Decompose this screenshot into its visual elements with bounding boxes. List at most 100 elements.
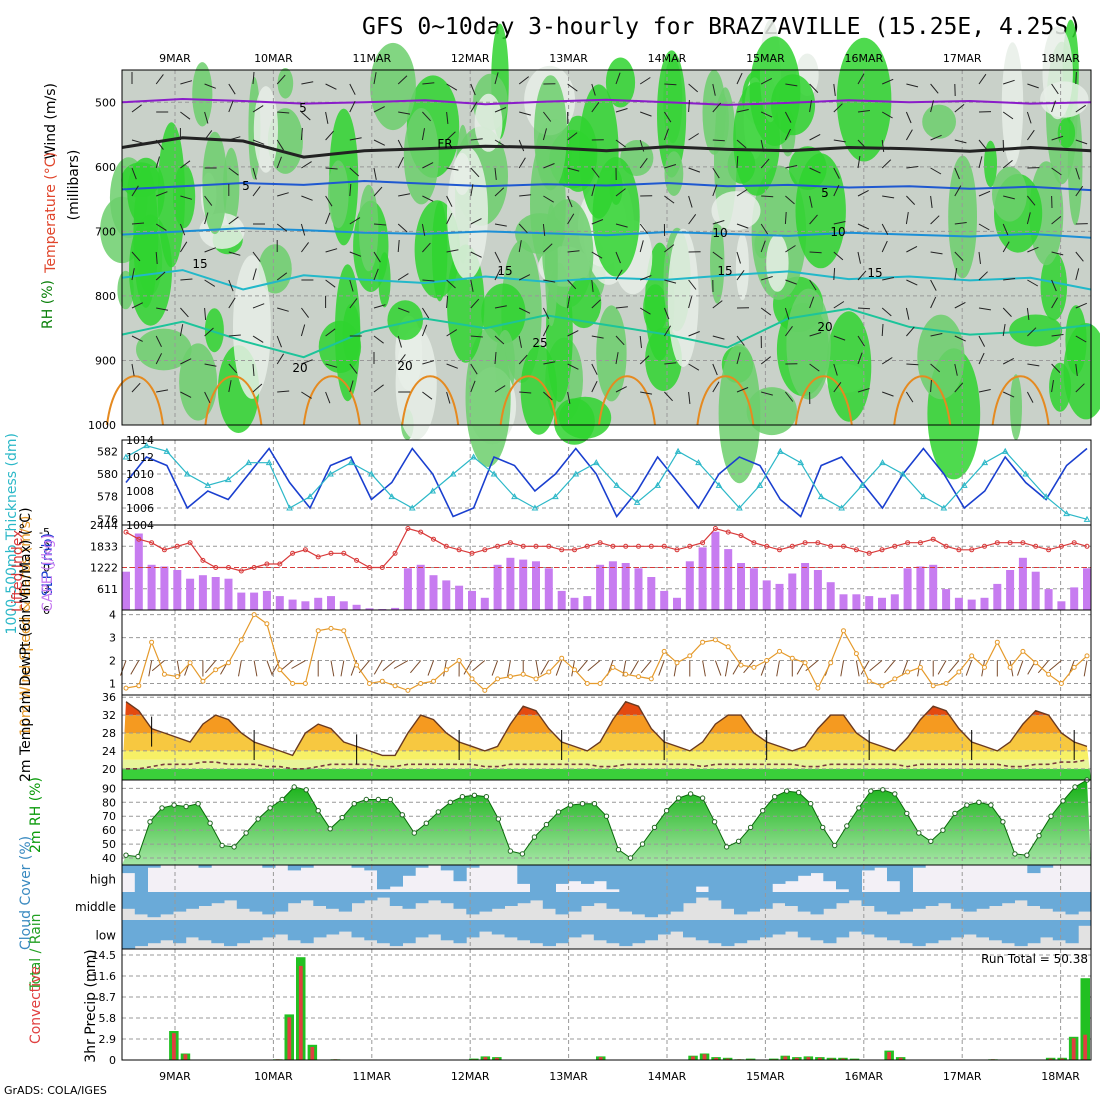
- rh-blob: [534, 75, 567, 191]
- wind-barb: [252, 303, 265, 309]
- wind-barb: [833, 184, 840, 197]
- rh-point: [772, 794, 778, 800]
- wind-barb: [882, 391, 894, 397]
- date-tick-label: 16MAR: [844, 52, 883, 65]
- cloud-cell: [759, 865, 773, 892]
- wind-barb: [397, 139, 405, 151]
- precip-conv-bar: [310, 1047, 315, 1060]
- temp-band: [122, 759, 1091, 769]
- cloud-cell: [198, 865, 212, 868]
- cloud-cell: [593, 920, 607, 941]
- wind-barb: [760, 240, 766, 253]
- wind-point: [623, 671, 629, 677]
- rh-point: [603, 813, 610, 819]
- thickness-point: [306, 493, 314, 500]
- date-tick-label: 13MAR: [549, 1070, 588, 1083]
- wind-barb: [291, 660, 306, 669]
- wind-barb: [519, 194, 532, 197]
- pressure-axis-ticks: 500 600 700 800 900 1000: [88, 96, 116, 432]
- date-tick-label: 17MAR: [943, 1070, 982, 1083]
- wind-barb: [840, 660, 845, 677]
- wind-barb: [543, 195, 554, 203]
- cloud-cell: [275, 892, 289, 912]
- cloud-cell: [275, 920, 289, 935]
- wind-barb: [881, 139, 885, 152]
- li-point: [764, 543, 770, 549]
- wind-barb: [784, 326, 793, 337]
- li-point: [213, 565, 219, 570]
- wind-barb: [325, 111, 329, 124]
- wind-barb: [279, 660, 293, 672]
- wind-barb: [228, 334, 241, 337]
- cape-bar: [954, 597, 963, 610]
- cloud-cell: [912, 865, 926, 868]
- cloud-cell: [1040, 920, 1054, 938]
- cloud-cell: [402, 865, 416, 876]
- wind-barb: [978, 156, 983, 169]
- wind-barb: [906, 245, 918, 253]
- wind-barb: [180, 195, 193, 200]
- li-point: [507, 540, 513, 546]
- wind-barb: [1075, 167, 1080, 180]
- thickness-point: [899, 470, 907, 477]
- cloud-cell: [683, 865, 697, 892]
- wind-barb: [805, 660, 819, 672]
- temp-band: [122, 768, 1091, 780]
- wind-barb: [507, 660, 511, 677]
- wind-barb: [325, 195, 333, 207]
- isotherm-line: [121, 307, 1092, 359]
- wind-barb: [712, 363, 718, 376]
- cloud-cell: [772, 865, 786, 884]
- li-point: [277, 561, 283, 567]
- cloud-cell: [721, 865, 735, 892]
- cloud-cell: [950, 920, 964, 938]
- thickness-point: [388, 493, 396, 500]
- thickness-point: [327, 470, 334, 477]
- li-point: [777, 547, 782, 553]
- wind-barb: [397, 273, 409, 281]
- cloud-cell: [211, 920, 225, 944]
- precip-conv-bar: [829, 1058, 834, 1060]
- wind-barb: [470, 83, 476, 96]
- wind-tick-label: 2: [109, 655, 116, 668]
- thickness-point: [552, 493, 559, 500]
- rh-blob: [133, 165, 159, 308]
- wind-point: [482, 687, 488, 693]
- wind-barb: [591, 363, 598, 375]
- li-point: [431, 536, 436, 542]
- wind-barb: [349, 183, 352, 197]
- wind-barb: [1051, 100, 1056, 113]
- wind-barb: [954, 139, 967, 144]
- rh-point: [351, 801, 357, 807]
- wind-barb: [881, 159, 892, 169]
- wind-barb: [1026, 391, 1034, 403]
- wind-barb: [809, 332, 822, 337]
- rh-blob: [715, 93, 729, 148]
- wind-barb: [518, 76, 530, 85]
- wind-barb: [1027, 279, 1039, 287]
- cape-bar: [724, 549, 733, 610]
- cloud-label: Cloud Cover (%): [18, 836, 34, 950]
- wind-barb: [179, 241, 188, 253]
- rh2m-label: 2m RH (%): [28, 777, 44, 853]
- wind-barb: [156, 307, 169, 311]
- rh-point: [519, 851, 526, 857]
- wind-barb: [663, 325, 672, 337]
- wind-barb: [276, 353, 285, 365]
- rh-point: [675, 795, 682, 801]
- rh-point: [579, 801, 586, 807]
- cape-bar: [506, 557, 515, 610]
- cloud-cell: [440, 865, 454, 871]
- pressure-tick-label: 700: [95, 225, 116, 238]
- rh-blob: [204, 308, 224, 353]
- wind-barb: [615, 139, 626, 148]
- wind-barb: [809, 100, 812, 113]
- cloud-cell: [555, 920, 569, 944]
- rh-point: [567, 802, 574, 808]
- li-point: [943, 543, 949, 549]
- wind-barb: [155, 335, 162, 348]
- rh-point: [183, 803, 189, 810]
- cloud-cell: [772, 892, 786, 904]
- wind-barb: [470, 101, 478, 113]
- cloud-cell: [887, 920, 901, 941]
